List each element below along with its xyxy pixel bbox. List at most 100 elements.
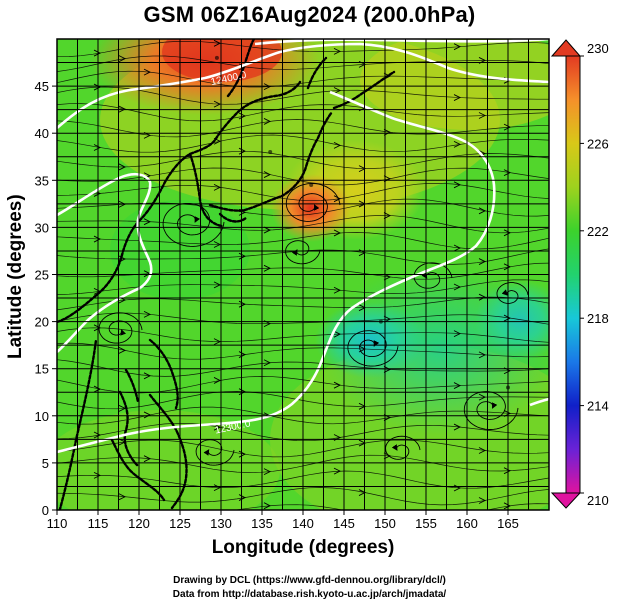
streamline-arrow <box>503 314 512 322</box>
field-high-center <box>268 150 273 155</box>
y-tick-label: 25 <box>35 268 49 283</box>
colorbar-max-arrow <box>550 39 582 57</box>
streamline-arrow <box>333 195 342 203</box>
streamline-arrow <box>383 452 392 460</box>
streamline <box>57 406 549 425</box>
streamline-arrow <box>213 377 222 384</box>
streamline-arrow <box>503 123 512 131</box>
streamline-arrow <box>478 112 487 119</box>
streamline-arrow <box>118 404 127 412</box>
streamline-arrow <box>263 359 272 367</box>
colorbar-label: 226 <box>587 136 609 151</box>
streamline-arrow <box>263 264 272 272</box>
streamline-vortex <box>463 391 519 430</box>
colorbar-label: 210 <box>587 493 609 508</box>
streamline-arrow <box>503 263 512 271</box>
streamline-arrow <box>333 141 342 149</box>
y-tick-label: 5 <box>42 456 49 471</box>
credit-data-source: Data from http://database.rish.kyoto-u.a… <box>172 589 447 600</box>
streamline-arrow <box>478 351 487 359</box>
colorbar-label: 218 <box>587 311 609 326</box>
streamline-vortex <box>285 183 341 222</box>
colorbar-label: 222 <box>587 224 609 239</box>
x-tick-label: 160 <box>456 516 478 531</box>
streamline-arrow <box>453 244 462 252</box>
streamline-arrow <box>478 207 487 215</box>
streamline-arrow <box>383 128 392 136</box>
x-tick-label: 130 <box>210 516 232 531</box>
y-tick-label: 10 <box>35 409 49 424</box>
colorbar-body <box>565 55 581 494</box>
streamline-arrow <box>263 171 272 178</box>
streamline <box>57 470 549 489</box>
streamline-vortex <box>385 435 421 460</box>
y-tick-label: 15 <box>35 362 49 377</box>
streamline-arrow <box>143 310 152 318</box>
streamline-arrow <box>503 502 512 510</box>
streamline <box>57 296 549 311</box>
streamline-arrow <box>263 502 272 510</box>
streamline-arrow <box>333 229 342 237</box>
streamline <box>57 342 549 360</box>
x-tick-label: 135 <box>251 516 273 531</box>
streamline <box>57 182 549 202</box>
streamline <box>57 150 549 169</box>
streamline-arrow <box>263 118 272 125</box>
streamline <box>57 454 549 473</box>
field-extrema <box>214 55 510 390</box>
streamline-arrow <box>333 87 342 94</box>
streamline <box>57 134 549 153</box>
streamline-arrow <box>93 83 102 91</box>
x-axis-label: Longitude (degrees) <box>211 537 395 558</box>
y-tick-label: 0 <box>42 503 49 518</box>
streamline-arrow <box>118 163 127 171</box>
streamline-arrow <box>383 366 392 373</box>
streamline-arrow <box>453 330 462 338</box>
height-contours <box>57 39 549 454</box>
streamline-arrow <box>263 468 272 476</box>
streamline-arrow <box>453 94 462 101</box>
y-tick-label: 40 <box>35 126 49 141</box>
streamline <box>57 119 549 138</box>
x-tick-label: 120 <box>128 516 150 531</box>
streamline-arrow <box>478 497 487 504</box>
colorbar-label: 230 <box>587 41 609 56</box>
streamline-arrow <box>478 447 487 454</box>
streamline-arrow <box>213 241 222 248</box>
streamline-arrow <box>93 49 102 57</box>
streamline-arrow <box>213 100 222 108</box>
streamline <box>57 422 549 442</box>
streamline-arrow <box>478 258 487 265</box>
y-axis-label: Latitude (degrees) <box>5 194 26 359</box>
streamline-arrow <box>93 144 102 151</box>
chart-title: GSM 06Z16Aug2024 (200.0hPa) <box>143 2 476 27</box>
streamline-arrow <box>118 493 127 501</box>
streamline-arrow <box>213 338 222 346</box>
streamline-arrow <box>478 293 487 301</box>
streamline-arrow <box>333 467 342 475</box>
streamline <box>57 439 549 458</box>
y-tick-label: 45 <box>35 79 49 94</box>
streamline <box>57 487 549 506</box>
streamline-arrow <box>213 39 222 47</box>
streamline-vortex <box>195 439 235 466</box>
streamline-arrow <box>453 43 462 51</box>
streamline-arrow <box>453 181 462 189</box>
lat-lon-grid <box>56 39 549 511</box>
x-tick-label: 115 <box>88 516 109 531</box>
streamline-arrow <box>263 83 272 91</box>
streamline-arrow <box>383 315 392 323</box>
x-tick-label: 140 <box>292 516 314 531</box>
y-axis-ticks: 0 5 10 15 20 25 30 35 40 45 <box>35 79 57 518</box>
colorbar-min-arrow <box>550 492 582 509</box>
streamline-arrow <box>118 105 127 113</box>
streamline-arrow <box>213 484 222 492</box>
streamline-arrow <box>333 381 342 389</box>
field-high-center <box>214 55 219 60</box>
colorbar-label: 214 <box>587 399 609 414</box>
streamline-vortex <box>98 312 143 344</box>
streamline-arrow <box>143 68 152 76</box>
streamline <box>233 503 549 510</box>
streamline-arrow <box>478 393 487 401</box>
streamline-arrow <box>93 235 102 243</box>
